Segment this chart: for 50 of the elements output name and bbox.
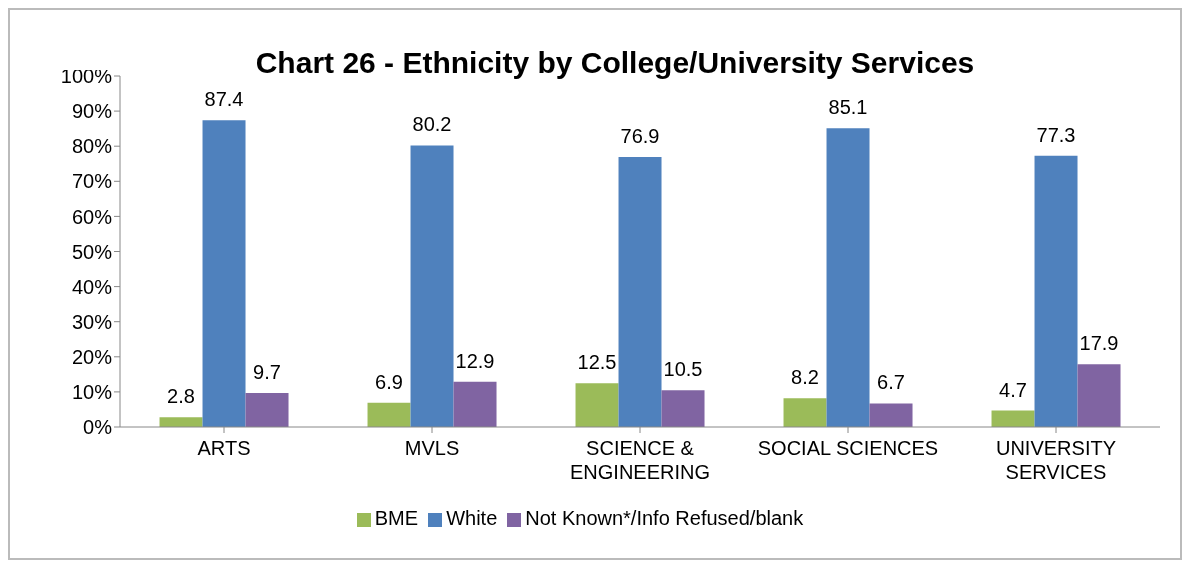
y-tick-label: 10% [71, 381, 113, 403]
bar [159, 417, 203, 427]
y-tick-label: 30% [71, 310, 113, 333]
y-tick-label: 0% [83, 416, 113, 439]
data-label: 12.9 [455, 349, 495, 372]
data-label: 85.1 [828, 96, 868, 119]
data-label: 10.5 [663, 358, 703, 381]
y-tick-label: 90% [71, 100, 113, 123]
y-tick-label: 70% [71, 170, 113, 193]
bar [618, 157, 662, 427]
legend-label: Not Known*/Info Refused/blank [525, 507, 804, 529]
data-label: 2.8 [167, 385, 195, 408]
bar [661, 390, 705, 427]
bar [410, 145, 454, 427]
data-label: 80.2 [412, 113, 452, 136]
legend-label: BME [374, 507, 419, 529]
y-tick-label: 50% [71, 240, 113, 263]
bar [575, 383, 619, 427]
bar [869, 403, 913, 427]
chart-title: Chart 26 - Ethnicity by College/University Services [255, 46, 975, 79]
y-tick-label: 80% [71, 135, 113, 158]
bar [1034, 155, 1078, 427]
bar [826, 128, 870, 427]
data-label: 8.2 [791, 366, 819, 389]
data-label: 77.3 [1036, 123, 1076, 146]
data-label: 17.9 [1079, 332, 1119, 355]
x-tick-label: ARTS [197, 437, 251, 459]
bar [202, 120, 246, 427]
bar [1077, 364, 1121, 427]
data-label: 76.9 [620, 125, 660, 148]
data-label: 87.4 [204, 88, 244, 111]
bar [991, 410, 1035, 427]
bar [783, 398, 827, 427]
bar [453, 381, 497, 427]
bar [367, 402, 411, 427]
x-tick-label: SOCIAL SCIENCES [757, 437, 939, 459]
data-label: 4.7 [999, 378, 1027, 401]
y-tick-label: 20% [71, 345, 113, 368]
data-label: 6.7 [877, 371, 905, 394]
y-tick-label: 40% [71, 275, 113, 298]
y-tick-label: 100% [60, 65, 113, 88]
x-tick-label: UNIVERSITY SERVICES [995, 437, 1117, 483]
data-label: 9.7 [253, 360, 281, 383]
bar [245, 392, 289, 427]
legend-label: White [446, 507, 498, 529]
x-tick-label: MVLS [404, 437, 460, 459]
y-tick-label: 60% [71, 205, 113, 228]
x-tick-label: SCIENCE & ENGINEERING [569, 437, 711, 483]
data-label: 12.5 [577, 351, 617, 374]
data-label: 6.9 [375, 370, 403, 393]
